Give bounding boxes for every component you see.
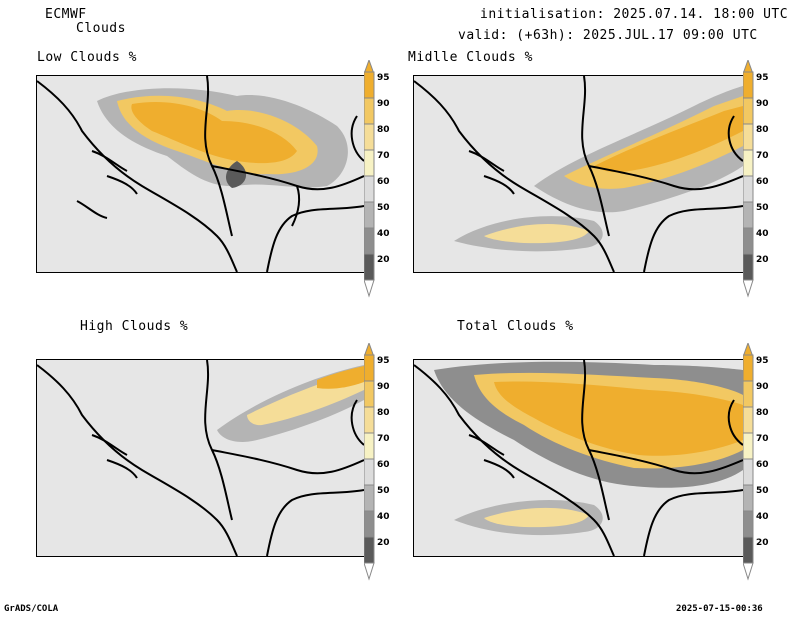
colorbar-segment (742, 354, 754, 382)
colorbar-segment (742, 432, 754, 460)
colorbar-segment (363, 123, 375, 151)
colorbar-segment (363, 432, 375, 460)
colorbar-level-label: 95 (756, 73, 769, 83)
footer-software: GrADS/COLA (4, 604, 59, 614)
colorbar-level-label: 80 (756, 408, 769, 418)
footer-timestamp: 2025-07-15-00:36 (676, 604, 763, 614)
colorbar-segment (363, 484, 375, 512)
colorbar-level-label: 20 (377, 255, 390, 265)
map-high-clouds (36, 359, 365, 557)
colorbar-segment (742, 458, 754, 486)
colorbar-segment (742, 149, 754, 177)
cloud-field-total (434, 361, 743, 536)
colorbar-segment (742, 253, 754, 281)
colorbar-level-label: 60 (377, 177, 390, 187)
cloud-field-low (97, 88, 348, 188)
colorbar-level-label: 95 (756, 356, 769, 366)
colorbar-segment (363, 201, 375, 229)
colorbar-level-label: 20 (377, 538, 390, 548)
colorbar-level-label: 90 (377, 382, 390, 392)
borders-high (37, 360, 364, 556)
map-middle-clouds (413, 75, 744, 273)
borders-low (37, 76, 364, 272)
colorbar-level-label: 50 (756, 486, 769, 496)
colorbar-segment (742, 484, 754, 512)
colorbar-segment (742, 227, 754, 255)
colorbar-segment (363, 71, 375, 99)
panel-title-total: Total Clouds % (457, 319, 574, 334)
colorbar-segment (363, 175, 375, 203)
colorbar-segment (363, 354, 375, 382)
colorbar-high: 95 90 80 70 60 50 40 20 (363, 341, 402, 585)
colorbar-segment (363, 380, 375, 408)
variable-name: Clouds (76, 21, 126, 36)
panel-title-high: High Clouds % (80, 319, 189, 334)
colorbar-level-label: 95 (377, 73, 390, 83)
colorbar-segment (363, 149, 375, 177)
colorbar-segment (742, 201, 754, 229)
colorbar-segment (363, 227, 375, 255)
colorbar-segment (742, 510, 754, 538)
init-time: initialisation: 2025.07.14. 18:00 UTC (480, 7, 789, 22)
colorbar-segment (742, 406, 754, 434)
colorbar-bottom-arrow (363, 279, 375, 298)
colorbar-segment (742, 380, 754, 408)
colorbar-segment (363, 406, 375, 434)
colorbar-total: 95 90 80 70 60 50 40 20 (742, 341, 781, 585)
colorbar-level-label: 50 (377, 203, 390, 213)
colorbar-level-label: 60 (377, 460, 390, 470)
colorbar-level-label: 90 (377, 99, 390, 109)
colorbar-segment (363, 458, 375, 486)
map-low-clouds (36, 75, 365, 273)
colorbar-level-label: 90 (756, 382, 769, 392)
colorbar-level-label: 50 (377, 486, 390, 496)
colorbar-level-label: 70 (756, 434, 769, 444)
colorbar-segment (742, 175, 754, 203)
valid-time: valid: (+63h): 2025.JUL.17 09:00 UTC (458, 28, 758, 43)
borders-total (414, 360, 743, 556)
cloud-field-middle (454, 86, 743, 252)
colorbar-level-label: 90 (756, 99, 769, 109)
colorbar-segment (363, 97, 375, 125)
colorbar-level-label: 80 (756, 125, 769, 135)
borders-middle (414, 76, 743, 272)
colorbar-level-label: 40 (756, 512, 769, 522)
colorbar-low: 95 90 80 70 60 50 40 20 (363, 58, 402, 302)
colorbar-level-label: 70 (756, 151, 769, 161)
colorbar-segment (363, 253, 375, 281)
colorbar-level-label: 95 (377, 356, 390, 366)
colorbar-bottom-arrow (742, 562, 754, 581)
model-name: ECMWF (45, 7, 87, 22)
colorbar-level-label: 40 (377, 229, 390, 239)
map-total-clouds (413, 359, 744, 557)
colorbar-level-label: 20 (756, 255, 769, 265)
colorbar-segment (742, 97, 754, 125)
colorbar-level-label: 60 (756, 460, 769, 470)
colorbar-level-label: 60 (756, 177, 769, 187)
cloud-field-high (217, 365, 364, 442)
colorbar-level-label: 70 (377, 434, 390, 444)
colorbar-segment (742, 536, 754, 564)
colorbar-segment (363, 536, 375, 564)
colorbar-level-label: 40 (756, 229, 769, 239)
colorbar-middle: 95 90 80 70 60 50 40 20 (742, 58, 781, 302)
colorbar-segment (363, 510, 375, 538)
colorbar-level-label: 20 (756, 538, 769, 548)
colorbar-segment (742, 71, 754, 99)
colorbar-level-label: 80 (377, 125, 390, 135)
panel-title-low: Low Clouds % (37, 50, 137, 65)
colorbar-level-label: 40 (377, 512, 390, 522)
colorbar-bottom-arrow (363, 562, 375, 581)
panel-title-middle: Midlle Clouds % (408, 50, 533, 65)
colorbar-bottom-arrow (742, 279, 754, 298)
colorbar-level-label: 50 (756, 203, 769, 213)
colorbar-segment (742, 123, 754, 151)
colorbar-level-label: 80 (377, 408, 390, 418)
colorbar-level-label: 70 (377, 151, 390, 161)
